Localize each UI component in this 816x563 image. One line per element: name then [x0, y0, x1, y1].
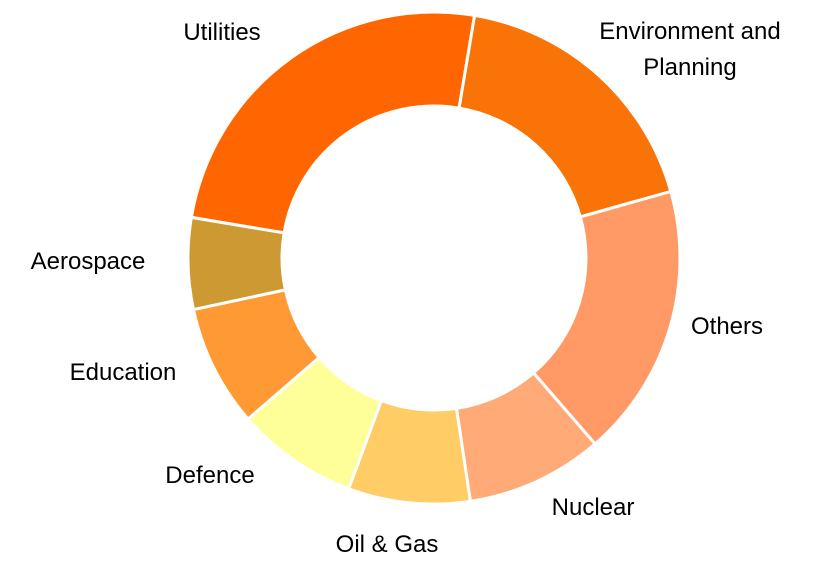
segment-label: Nuclear [551, 494, 635, 521]
segment-label: Others [690, 313, 764, 340]
donut-segment [189, 10, 477, 235]
segment-label: Education [69, 359, 177, 386]
segment-label: Environment and Planning [599, 18, 781, 81]
segment-label: Aerospace [30, 248, 146, 275]
segment-label: Utilities [183, 19, 261, 46]
donut-segment [186, 215, 288, 312]
segment-label: Oil & Gas [335, 531, 439, 558]
segment-label: Defence [165, 462, 255, 489]
donut-segment [457, 13, 673, 219]
donut-segment [531, 189, 682, 447]
